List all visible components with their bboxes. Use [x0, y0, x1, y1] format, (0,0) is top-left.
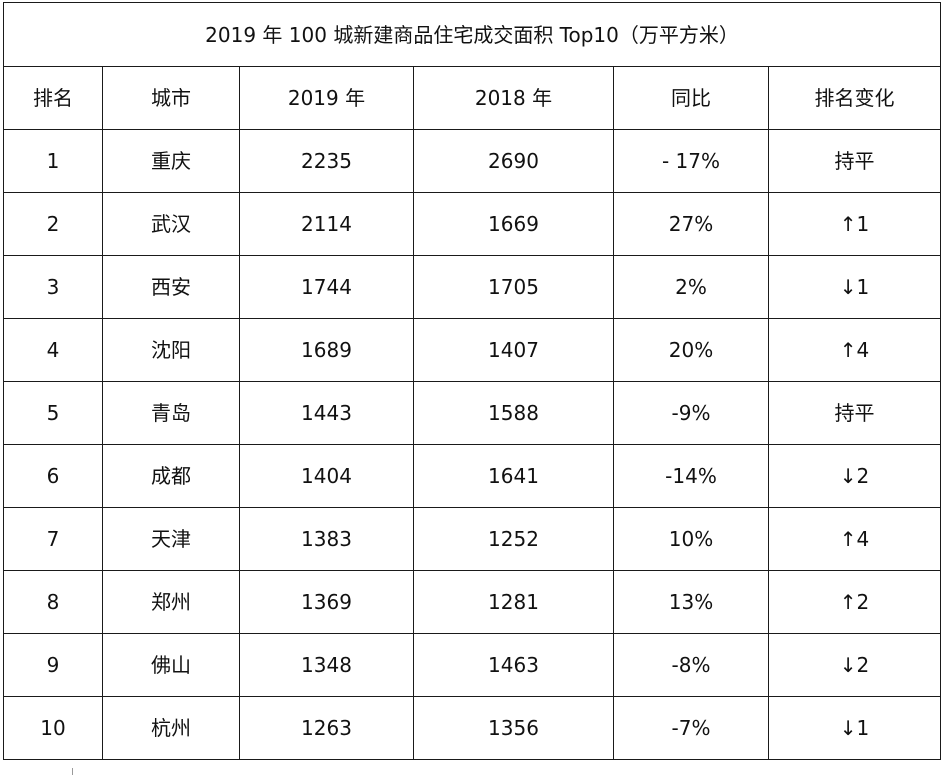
- cell-rank: 8: [3, 570, 103, 634]
- cell-area-2018: 1705: [413, 255, 614, 319]
- cell-area-2018: 1281: [413, 570, 614, 634]
- cell-area-2018: 2690: [413, 129, 614, 193]
- cell-yoy: 20%: [613, 318, 769, 382]
- cell-area-2018: 1252: [413, 507, 614, 571]
- cell-yoy: -9%: [613, 381, 769, 445]
- cell-area-2019: 2235: [239, 129, 414, 193]
- cell-city: 武汉: [102, 192, 240, 256]
- cell-city: 天津: [102, 507, 240, 571]
- cell-area-2019: 2114: [239, 192, 414, 256]
- cell-city: 重庆: [102, 129, 240, 193]
- header-row: 排名 城市 2019 年 2018 年 同比 排名变化: [3, 66, 942, 130]
- cell-area-2019: 1689: [239, 318, 414, 382]
- cell-city: 沈阳: [102, 318, 240, 382]
- cell-city: 成都: [102, 444, 240, 508]
- column-header-yoy: 同比: [613, 66, 769, 130]
- cell-area-2018: 1588: [413, 381, 614, 445]
- table-body: 2019 年 100 城新建商品住宅成交面积 Top10（万平方米） 排名 城市…: [2, 2, 942, 760]
- cell-area-2019: 1443: [239, 381, 414, 445]
- column-header-rank-change: 排名变化: [767, 66, 942, 130]
- table-row: 4 沈阳 1689 1407 20% ↑4: [3, 318, 942, 382]
- cell-rank-change: ↑1: [767, 192, 942, 256]
- table-row: 8 郑州 1369 1281 13% ↑2: [3, 570, 942, 634]
- title-row: 2019 年 100 城新建商品住宅成交面积 Top10（万平方米）: [2, 2, 942, 67]
- cell-rank: 6: [3, 444, 103, 508]
- cell-rank-change: 持平: [767, 129, 942, 193]
- column-header-city: 城市: [102, 66, 240, 130]
- table-container: 2019 年 100 城新建商品住宅成交面积 Top10（万平方米） 排名 城市…: [2, 2, 942, 760]
- table-row: 1 重庆 2235 2690- 17% 持平: [3, 129, 942, 193]
- cell-area-2019: 1348: [239, 633, 414, 697]
- cell-rank: 10: [3, 696, 103, 760]
- cell-rank-change: ↑4: [767, 318, 942, 382]
- cell-area-2018: 1407: [413, 318, 614, 382]
- cell-rank-change: ↓1: [767, 696, 942, 760]
- cell-yoy: -14%: [613, 444, 769, 508]
- cell-area-2018: 1356: [413, 696, 614, 760]
- cell-rank: 1: [3, 129, 103, 193]
- table-row: 3 西安 1744 1705 2% ↓1: [3, 255, 942, 319]
- cell-rank: 2: [3, 192, 103, 256]
- cell-city: 西安: [102, 255, 240, 319]
- column-header-2019: 2019 年: [239, 66, 414, 130]
- table-row: 10 杭州 1263 1356 -7% ↓1: [3, 696, 942, 760]
- cell-yoy: - 17%: [613, 129, 769, 193]
- cell-yoy: 13%: [613, 570, 769, 634]
- cell-rank-change: ↓2: [767, 633, 942, 697]
- cell-area-2019: 1404: [239, 444, 414, 508]
- cell-area-2018: 1641: [413, 444, 614, 508]
- cell-area-2019: 1369: [239, 570, 414, 634]
- cell-rank-change: ↓2: [767, 444, 942, 508]
- ranking-table: 2019 年 100 城新建商品住宅成交面积 Top10（万平方米） 排名 城市…: [2, 2, 942, 760]
- column-header-rank: 排名: [3, 66, 103, 130]
- cell-area-2019: 1744: [239, 255, 414, 319]
- cell-yoy: 27%: [613, 192, 769, 256]
- cell-rank: 7: [3, 507, 103, 571]
- table-title: 2019 年 100 城新建商品住宅成交面积 Top10（万平方米）: [2, 2, 942, 67]
- cell-yoy: -7%: [613, 696, 769, 760]
- cell-rank: 9: [3, 633, 103, 697]
- cell-area-2018: 1463: [413, 633, 614, 697]
- cell-area-2019: 1383: [239, 507, 414, 571]
- cell-yoy: 2%: [613, 255, 769, 319]
- cell-city: 郑州: [102, 570, 240, 634]
- cell-yoy: -8%: [613, 633, 769, 697]
- table-row: 2 武汉 2114 1669 27% ↑1: [3, 192, 942, 256]
- cell-city: 佛山: [102, 633, 240, 697]
- table-row: 5 青岛 1443 1588 -9% 持平: [3, 381, 942, 445]
- cell-rank-change: 持平: [767, 381, 942, 445]
- cell-rank: 4: [3, 318, 103, 382]
- table-row: 6 成都 1404 1641 -14% ↓2: [3, 444, 942, 508]
- cell-rank: 3: [3, 255, 103, 319]
- table-row: 9 佛山 1348 1463 -8% ↓2: [3, 633, 942, 697]
- cell-rank-change: ↑2: [767, 570, 942, 634]
- cell-area-2019: 1263: [239, 696, 414, 760]
- divider-mark: [72, 768, 73, 775]
- cell-city: 杭州: [102, 696, 240, 760]
- cell-rank: 5: [3, 381, 103, 445]
- cell-yoy: 10%: [613, 507, 769, 571]
- cell-city: 青岛: [102, 381, 240, 445]
- cell-rank-change: ↓1: [767, 255, 942, 319]
- column-header-2018: 2018 年: [413, 66, 614, 130]
- cell-area-2018: 1669: [413, 192, 614, 256]
- table-row: 7 天津 1383 1252 10% ↑4: [3, 507, 942, 571]
- cell-rank-change: ↑4: [767, 507, 942, 571]
